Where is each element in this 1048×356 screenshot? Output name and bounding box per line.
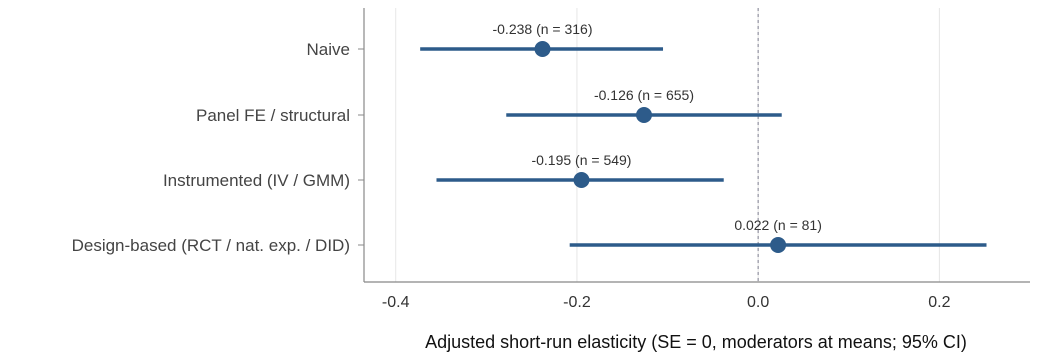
point-estimate [635, 107, 652, 123]
point-estimate [770, 237, 787, 253]
x-tick-label: -0.4 [382, 294, 410, 311]
axes: -0.4 -0.2 0.0 0.2 Naive Panel FE / structural… [72, 8, 1030, 311]
data-label: -0.238 (n = 316) [492, 21, 592, 37]
x-tick-label: 0.2 [928, 294, 950, 311]
category-label: Naive [307, 40, 350, 59]
gridlines [395, 8, 940, 282]
category-label: Panel FE / structural [196, 106, 350, 125]
point-estimate [573, 172, 590, 188]
data-label: 0.022 (n = 81) [734, 217, 822, 233]
data-marks: -0.238 (n = 316) -0.126 (n = 655) -0.195 (… [420, 21, 987, 253]
category-label: Design-based (RCT / nat. exp. / DID) [72, 236, 350, 255]
x-axis-label: Adjusted short-run elasticity (SE = 0, m… [425, 332, 967, 352]
data-label: -0.126 (n = 655) [594, 87, 694, 103]
category-label: Instrumented (IV / GMM) [163, 171, 350, 190]
data-label: -0.195 (n = 549) [531, 152, 631, 168]
x-tick-label: -0.2 [563, 294, 591, 311]
point-estimate [534, 41, 551, 57]
x-tick-label: 0.0 [747, 294, 769, 311]
